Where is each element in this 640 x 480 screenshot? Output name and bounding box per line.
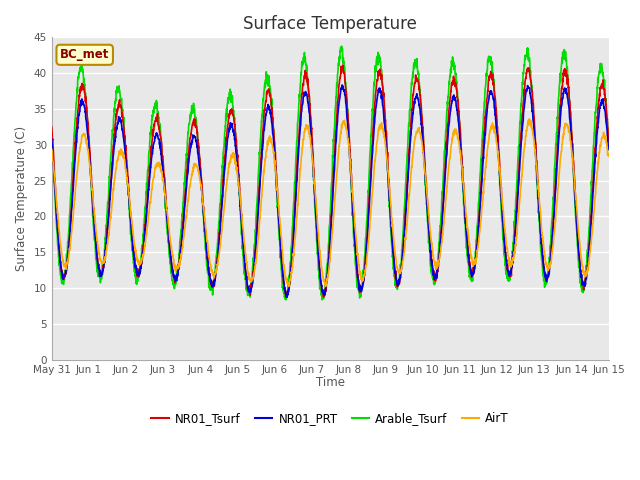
- X-axis label: Time: Time: [316, 376, 345, 389]
- Legend: NR01_Tsurf, NR01_PRT, Arable_Tsurf, AirT: NR01_Tsurf, NR01_PRT, Arable_Tsurf, AirT: [147, 408, 514, 430]
- Y-axis label: Surface Temperature (C): Surface Temperature (C): [15, 126, 28, 271]
- Text: BC_met: BC_met: [60, 48, 109, 61]
- Title: Surface Temperature: Surface Temperature: [243, 15, 417, 33]
